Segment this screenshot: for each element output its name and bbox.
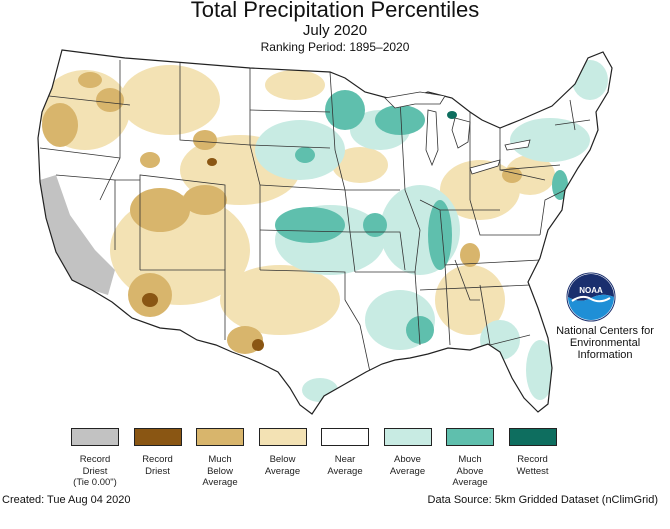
legend-label-line: Average [202,477,238,488]
legend-swatch [508,428,557,446]
legend-label-line: Much [208,454,232,465]
org-line-1: National Centers for [556,325,654,337]
lake-superior [384,91,446,109]
lake-michigan [425,109,439,167]
legend-label-line: Above [456,465,484,477]
created-date: Created: Tue Aug 04 2020 [2,494,131,506]
legend-label-line: Wettest [516,465,549,477]
legend-swatch [446,428,494,446]
legend-label-line: Below [207,465,233,477]
legend-label-line: Driest [145,465,170,477]
us-outline [37,49,613,415]
legend-label: Record Wettest [497,454,569,477]
legend-label-line: Above [394,454,421,465]
noaa-emblem-icon [566,272,616,322]
precipitation-patches [40,60,608,402]
lake-huron [451,117,471,149]
legend-label-line: Record [79,454,111,465]
legend-label-line: Driest [82,465,108,477]
legend-label: Much Below Average [184,454,256,489]
legend-label-line: Below [269,454,296,465]
legend-label: Near Average [309,454,381,477]
legend-swatch [196,428,244,446]
legend-label-line: Record [142,454,173,465]
legend-label: Much Above Average [434,454,506,489]
map-title: Total Precipitation Percentiles [190,0,480,22]
ranking-period: Ranking Period: 1895–2020 [260,40,410,54]
legend-swatch [321,428,369,446]
legend-label: Record Driest (Tie 0.00") [59,454,131,489]
legend-label: Above Average [372,454,444,477]
noaa-logo: NOAA [566,272,616,322]
legend-label-line: Average [264,465,301,477]
legend-label-line: Much [458,454,482,465]
noaa-org-name: National Centers for Environmental Infor… [545,325,665,361]
legend-swatch [383,428,432,446]
map-subtitle: July 2020 [302,22,368,39]
legend-label-line: (Tie 0.00") [73,477,117,488]
legend-label-line: Average [452,477,488,488]
legend-label-line: Record [517,454,548,465]
org-line-2: Environmental [569,337,641,349]
noaa-emblem-text: NOAA [579,286,603,295]
legend-label: Record Driest [122,454,194,477]
legend-label-line: Near [334,454,356,465]
legend-swatch [258,428,307,446]
legend-label-line: Average [389,465,426,477]
lake-ontario [504,139,531,151]
legend-swatch [71,428,119,446]
legend-label: Below Average [247,454,319,477]
legend-label-line: Average [327,465,363,477]
state-borders [39,60,591,373]
data-source: Data Source: 5km Gridded Dataset (nClimG… [427,494,658,506]
legend-swatch [133,428,182,446]
org-line-3: Information [577,349,633,361]
lake-erie [469,159,501,175]
